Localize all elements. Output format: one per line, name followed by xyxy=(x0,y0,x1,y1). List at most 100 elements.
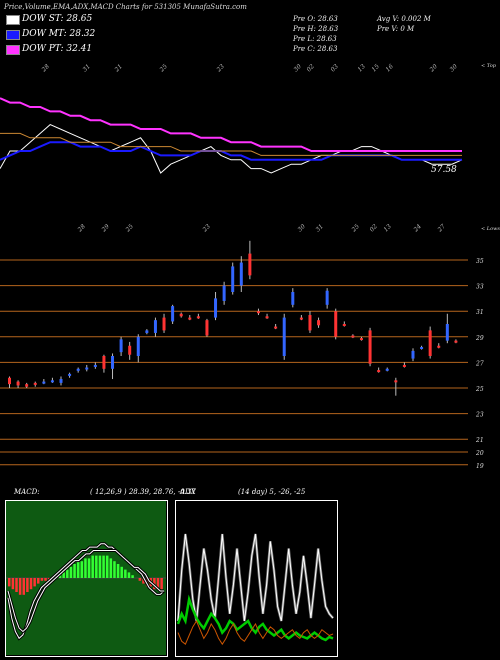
macd-histogram-bar xyxy=(37,578,40,584)
adx-line xyxy=(177,533,334,622)
macd-histogram-bar xyxy=(131,575,134,578)
candle-body xyxy=(231,266,235,292)
macd-histogram-bar xyxy=(33,578,36,587)
candle-body xyxy=(402,364,406,367)
candle-body xyxy=(50,380,54,383)
stat-prev-volume: Pre V: 0 M xyxy=(377,25,415,33)
candle-body xyxy=(317,320,321,326)
ma-series-line xyxy=(0,124,463,174)
ma-date-label: 16 xyxy=(384,63,394,73)
adx-title: ADX xyxy=(180,488,196,496)
macd-histogram-bar xyxy=(116,564,120,578)
stat-high: Pre H: 28.63 xyxy=(293,25,339,33)
stat-open: Pre O: 28.63 xyxy=(293,15,338,23)
ma-series-line xyxy=(0,132,462,156)
candle-body xyxy=(394,380,398,383)
candle-body xyxy=(179,313,183,317)
macd-histogram-bar xyxy=(58,575,62,578)
ma-date-label: 28 xyxy=(40,63,51,74)
macd-histogram-bar xyxy=(40,578,44,581)
candle-body xyxy=(445,324,449,341)
ma-date-label: 02 xyxy=(305,63,315,73)
price-axis-label: 31 xyxy=(476,309,484,316)
macd-histogram-bar xyxy=(105,555,109,578)
candle-body xyxy=(256,311,260,314)
candle-date-label: 30 xyxy=(296,223,306,233)
price-axis-label: 33 xyxy=(476,284,484,291)
macd-histogram-bar xyxy=(138,578,142,581)
stat-close: Pre C: 28.63 xyxy=(293,45,338,53)
macd-params: ( 12,26,9 ) 28.39, 28.76, -0.37 xyxy=(90,488,196,496)
macd-histogram-bar xyxy=(95,555,98,578)
candle-date-label: 13 xyxy=(382,223,392,233)
candle-body xyxy=(454,340,458,343)
price-axis-label: 20 xyxy=(475,450,484,457)
candle-body xyxy=(25,384,29,387)
candle-body xyxy=(437,345,441,348)
ma-date-label: 31 xyxy=(81,63,91,73)
ma-price-label: 57.58 xyxy=(431,165,457,175)
candle-body xyxy=(205,320,209,336)
macd-histogram-bar xyxy=(8,578,11,587)
candle-body xyxy=(153,320,157,333)
candle-date-label: 25 xyxy=(350,223,361,234)
candle-body xyxy=(42,381,46,384)
legend-swatch-mt xyxy=(6,30,20,40)
price-axis-label: 23 xyxy=(475,412,484,419)
macd-histogram-bar xyxy=(120,566,123,578)
legend-dow-st: DOW ST: 28.65 xyxy=(22,14,93,24)
macd-histogram-bar xyxy=(102,555,105,578)
candle-body xyxy=(308,315,312,331)
stat-low: Pre L: 28.63 xyxy=(293,35,337,43)
macd-histogram-bar xyxy=(73,564,76,578)
macd-histogram-bar xyxy=(11,578,15,590)
price-axis-label: 25 xyxy=(475,386,484,393)
candle-body xyxy=(420,347,424,350)
candle-date-label: 24 xyxy=(412,223,423,234)
macd-histogram-bar xyxy=(69,566,73,578)
ma-date-label: 13 xyxy=(356,63,366,73)
candle-body xyxy=(93,364,97,367)
candle-body xyxy=(119,339,123,353)
ma-date-label: 30 xyxy=(292,63,302,73)
adx-line xyxy=(177,619,334,646)
macd-histogram-bar xyxy=(80,561,84,578)
candle-body xyxy=(222,285,226,301)
candle-body xyxy=(8,377,11,385)
macd-histogram-bar xyxy=(109,558,113,578)
candle-body xyxy=(128,345,132,355)
macd-histogram-bar xyxy=(113,561,116,578)
stat-avg-volume: Avg V: 0.002 M xyxy=(377,15,431,23)
macd-histogram-bar xyxy=(98,555,102,578)
ma-date-label: 20 xyxy=(428,63,439,74)
candle-body xyxy=(171,306,175,322)
ma-series-line xyxy=(0,97,462,152)
candle-body xyxy=(282,317,286,356)
macd-histogram-bar xyxy=(124,569,127,578)
macd-histogram-bar xyxy=(87,558,91,578)
macd-histogram-bar xyxy=(142,578,145,584)
candle-body xyxy=(214,298,218,318)
candle-date-label: 29 xyxy=(100,223,111,234)
ma-date-label: 21 xyxy=(113,63,124,74)
candle-body xyxy=(359,338,363,341)
macd-histogram-bar xyxy=(84,558,87,578)
candle-date-label: 25 xyxy=(124,223,135,234)
adx-panel xyxy=(175,500,338,657)
candle-body xyxy=(325,290,329,305)
candle-body xyxy=(16,381,20,386)
macd-histogram-bar xyxy=(15,578,18,592)
candle-body xyxy=(385,368,389,371)
candle-body xyxy=(162,317,166,331)
candle-corner-label: < Lows xyxy=(481,226,500,232)
macd-histogram-bar xyxy=(26,578,29,592)
candle-body xyxy=(196,316,200,319)
legend-dow-mt: DOW MT: 28.32 xyxy=(22,29,96,39)
ma-date-label: 03 xyxy=(329,63,339,73)
price-axis-label: 19 xyxy=(476,463,484,470)
candle-date-label: 28 xyxy=(76,223,87,234)
macd-panel xyxy=(5,500,168,657)
macd-histogram-bar xyxy=(66,569,69,578)
candle-body xyxy=(102,356,106,369)
